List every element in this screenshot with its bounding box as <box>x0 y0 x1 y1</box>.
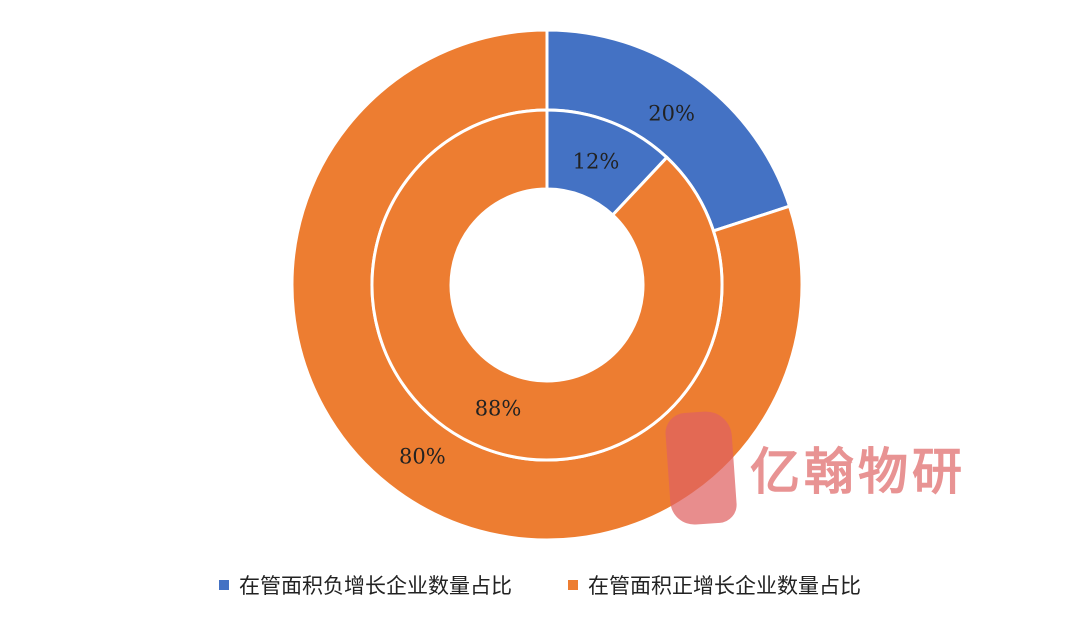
inner-ring-slice-1 <box>370 108 724 462</box>
legend-swatch-negative <box>219 580 229 590</box>
outer-ring-label-0: 20% <box>648 101 695 125</box>
inner-ring-label-1: 88% <box>475 397 522 421</box>
legend-label-positive: 在管面积正增长企业数量占比 <box>588 574 861 598</box>
legend: 在管面积负增长企业数量占比 在管面积正增长企业数量占比 <box>0 570 1080 600</box>
legend-item-positive-growth: 在管面积正增长企业数量占比 <box>568 570 861 600</box>
legend-swatch-positive <box>568 580 578 590</box>
double-donut-chart: 20% 80% 12% 88% <box>290 28 804 542</box>
watermark-text: 亿翰物研 <box>750 443 966 501</box>
watermark-logo: 亿翰物研 <box>664 409 998 530</box>
inner-ring-label-0: 12% <box>573 149 620 173</box>
outer-ring-label-1: 80% <box>399 445 446 469</box>
legend-label-negative: 在管面积负增长企业数量占比 <box>239 574 512 598</box>
watermark-seal-icon <box>664 409 738 527</box>
legend-item-negative-growth: 在管面积负增长企业数量占比 <box>219 570 512 600</box>
